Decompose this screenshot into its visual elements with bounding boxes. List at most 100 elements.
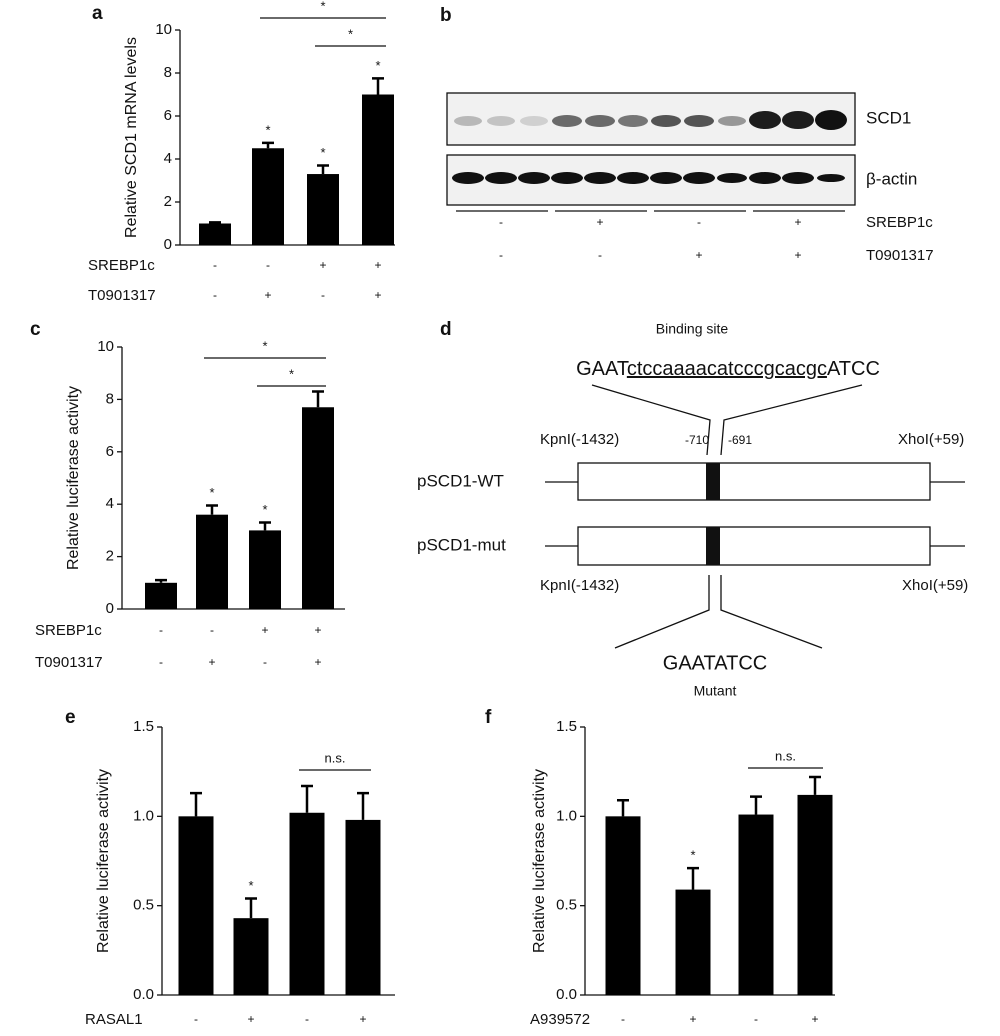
y-tick-label: 0: [106, 600, 114, 617]
bar: [233, 918, 269, 995]
construct-panel: d Binding site GAATctccaaaacatcccgcacgcA…: [417, 319, 968, 699]
bracket-label: n.s.: [325, 750, 346, 765]
bar: [605, 816, 641, 995]
band: [782, 111, 814, 129]
condition-label: SREBP1c: [35, 622, 102, 639]
mutant-site: [706, 527, 720, 565]
error-bar: [809, 775, 821, 795]
panel-label: e: [65, 707, 76, 728]
condition-label: RASAL1: [85, 1011, 143, 1028]
condition-sign: -: [210, 623, 214, 637]
band: [585, 115, 615, 127]
error-bar: [312, 390, 324, 408]
band: [617, 172, 649, 184]
band: [454, 116, 482, 126]
error-bar: [317, 164, 329, 175]
condition-label: T0901317: [88, 287, 156, 304]
condition-sign: -: [321, 288, 325, 302]
error-bar: [617, 799, 629, 817]
error-bar: [750, 795, 762, 815]
band: [815, 110, 847, 130]
bar: [675, 889, 711, 995]
bar: [307, 174, 339, 245]
condition-sign: -: [266, 258, 270, 272]
y-tick-label: 10: [155, 21, 172, 38]
site-label: XhoI(+59): [902, 577, 968, 594]
bar: [199, 223, 231, 245]
condition-sign: -: [697, 215, 701, 229]
band: [584, 172, 616, 184]
bracket-label: *: [262, 338, 267, 353]
band: [718, 116, 746, 126]
panel-label: d: [440, 319, 452, 340]
bar: [797, 794, 833, 995]
y-tick-label: 1.0: [133, 807, 154, 824]
connector: [614, 575, 710, 649]
site-label: XhoI(+59): [898, 431, 964, 448]
seq-part: ATCC: [827, 358, 880, 380]
band: [749, 111, 781, 129]
condition-sign: +: [208, 655, 215, 669]
actin-bands: [452, 172, 845, 184]
bracket-label: n.s.: [775, 748, 796, 763]
condition-sign: -: [213, 288, 217, 302]
y-tick-label: 0.0: [133, 986, 154, 1003]
error-bar: [262, 141, 274, 149]
construct-box: [577, 526, 931, 566]
error-bar: [357, 791, 369, 820]
y-tick-label: 2: [106, 548, 114, 565]
panel-label: b: [440, 5, 452, 26]
condition-sign: -: [621, 1012, 625, 1026]
band: [749, 172, 781, 184]
panel-label: c: [30, 319, 41, 340]
construct-name: pSCD1-mut: [417, 535, 506, 554]
band: [717, 173, 747, 183]
panel-label: f: [485, 707, 492, 728]
condition-sign: +: [794, 248, 801, 262]
bar: [252, 148, 284, 245]
error-bar: [301, 784, 313, 813]
seq-part: GAAT: [576, 358, 629, 380]
position: -691: [728, 433, 752, 447]
error-bar: [155, 578, 167, 583]
band: [487, 116, 515, 126]
y-axis-label: Relative luciferase activity: [531, 769, 548, 953]
condition-sign: -: [213, 258, 217, 272]
condition-sign: +: [689, 1012, 696, 1026]
y-tick-label: 8: [164, 64, 172, 81]
condition-sign: +: [314, 623, 321, 637]
error-bar: [687, 866, 699, 890]
band: [551, 172, 583, 184]
significance: *: [375, 58, 380, 73]
error-bar: [206, 504, 218, 515]
error-bar: [209, 221, 221, 224]
y-tick-label: 1.0: [556, 807, 577, 824]
condition-sign: -: [159, 623, 163, 637]
condition-sign: +: [374, 288, 381, 302]
condition-sign: +: [261, 623, 268, 637]
condition-sign: -: [305, 1012, 309, 1026]
condition-label: SREBP1c: [88, 257, 155, 274]
bracket-label: *: [289, 366, 294, 381]
bracket-label: *: [348, 26, 353, 41]
condition-sign: +: [264, 288, 271, 302]
bar: [196, 514, 228, 609]
mutant-title: Mutant: [694, 683, 737, 699]
y-axis-label: Relative luciferase activity: [65, 386, 82, 570]
site-label: KpnI(-1432): [540, 577, 619, 594]
condition-sign: +: [314, 655, 321, 669]
band: [485, 172, 517, 184]
bar: [302, 407, 334, 609]
significance: *: [690, 848, 695, 863]
condition-sign: -: [194, 1012, 198, 1026]
condition-sign: +: [359, 1012, 366, 1026]
condition-sign: +: [695, 248, 702, 262]
condition-sign: +: [811, 1012, 818, 1026]
condition-sign: -: [499, 215, 503, 229]
condition-sign: +: [596, 215, 603, 229]
condition-label: T0901317: [866, 247, 934, 264]
band: [520, 116, 548, 126]
bar: [738, 814, 774, 995]
connector: [720, 384, 863, 456]
